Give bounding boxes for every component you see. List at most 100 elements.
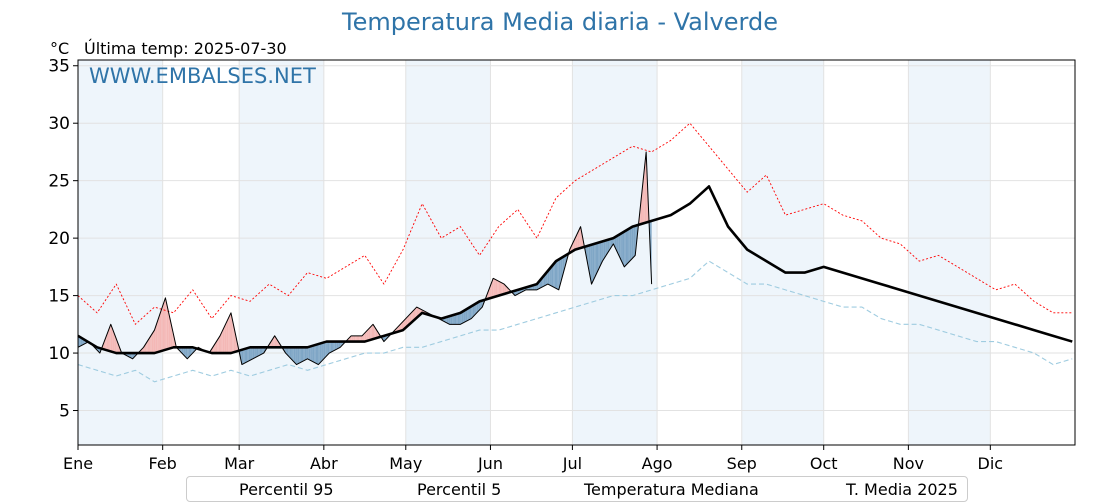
fill-above-median	[159, 309, 162, 352]
fill-above-median	[415, 307, 417, 319]
watermark: WWW.EMBALSES.NET	[89, 64, 316, 88]
fill-below-median	[79, 336, 81, 347]
fill-above-median	[505, 285, 507, 294]
fill-below-median	[185, 347, 188, 359]
fill-above-median	[147, 338, 150, 354]
fill-below-median	[308, 346, 311, 361]
fill-below-median	[627, 229, 629, 264]
y-axis: 5 10 15 20 25 30 35	[48, 57, 78, 422]
fill-above-median	[360, 335, 363, 342]
fill-below-median	[307, 346, 309, 360]
fill-above-median	[580, 226, 582, 248]
fill-below-median	[463, 310, 465, 323]
fill-above-median	[220, 332, 222, 354]
fill-above-median	[221, 330, 223, 354]
fill-below-median	[292, 347, 294, 362]
fill-above-median	[168, 310, 170, 349]
fill-above-median	[371, 324, 374, 340]
fill-below-median	[259, 347, 262, 356]
fill-below-median	[590, 244, 592, 285]
fill-above-median	[577, 229, 580, 249]
fill-above-median	[497, 280, 499, 297]
fill-below-median	[293, 347, 296, 364]
fill-below-median	[592, 243, 595, 282]
fill-below-median	[625, 229, 628, 266]
fill-below-median	[624, 230, 626, 267]
fill-above-median	[367, 328, 369, 341]
fill-below-median	[338, 341, 341, 349]
fill-above-median	[273, 335, 275, 348]
fill-above-median	[117, 342, 119, 354]
fill-above-median	[640, 190, 643, 225]
fill-below-median	[244, 348, 246, 364]
month-band	[405, 60, 491, 445]
fill-below-median	[304, 347, 307, 361]
fill-above-median	[158, 313, 160, 352]
fill-below-median	[617, 234, 619, 256]
fill-below-median	[616, 235, 618, 253]
fill-above-median	[225, 321, 227, 354]
fill-below-median	[254, 347, 256, 359]
fill-above-median	[222, 327, 225, 354]
y-tick-label: 20	[48, 229, 70, 249]
fill-below-median	[243, 348, 245, 364]
fill-above-median	[579, 226, 581, 249]
month-shading	[78, 60, 991, 445]
fill-below-median	[326, 341, 328, 356]
fill-above-median	[229, 312, 231, 354]
fill-above-median	[487, 289, 490, 299]
fill-above-median	[363, 332, 365, 342]
fill-below-median	[602, 241, 604, 262]
fill-above-median	[366, 330, 368, 342]
fill-below-median	[311, 345, 313, 362]
fill-above-median	[352, 335, 354, 342]
fill-below-median	[467, 307, 469, 321]
fill-below-median	[303, 347, 305, 361]
fill-below-median	[620, 233, 622, 262]
deviation-fills	[78, 151, 652, 365]
fill-below-median	[478, 301, 480, 312]
fill-below-median	[622, 231, 625, 267]
fill-below-median	[187, 347, 189, 359]
fill-above-median	[113, 331, 115, 353]
fill-below-median	[322, 342, 324, 361]
fill-below-median	[183, 347, 185, 356]
fill-above-median	[500, 281, 502, 296]
fill-below-median	[327, 341, 330, 355]
fill-above-median	[110, 324, 113, 352]
fill-above-median	[155, 322, 158, 353]
fill-above-median	[491, 278, 494, 298]
x-tick-label: Sep	[727, 454, 757, 473]
fill-above-median	[157, 318, 159, 353]
fill-above-median	[164, 297, 166, 351]
fill-below-median	[480, 300, 483, 309]
fill-below-median	[321, 342, 323, 362]
fill-below-median	[591, 244, 593, 285]
fill-above-median	[493, 278, 495, 298]
fill-below-median	[606, 239, 608, 255]
fill-below-median	[618, 234, 621, 259]
fill-below-median	[319, 343, 322, 364]
legend-label-p5: Percentil 5	[417, 480, 502, 499]
fill-below-median	[632, 226, 634, 259]
fill-above-median	[351, 335, 353, 342]
chart-title: Temperatura Media diaria - Valverde	[342, 8, 778, 36]
fill-above-median	[501, 282, 503, 295]
fill-below-median	[255, 347, 257, 358]
fill-above-median	[150, 334, 152, 354]
fill-below-median	[631, 226, 633, 260]
fill-below-median	[297, 347, 300, 364]
fill-below-median	[189, 347, 192, 356]
last-temp-label: Última temp: 2025-07-30	[84, 39, 287, 58]
x-tick-label: Nov	[893, 454, 924, 473]
fill-below-median	[251, 347, 253, 360]
series-line-2025	[77, 151, 653, 366]
fill-above-median	[411, 311, 413, 323]
fill-above-median	[412, 309, 414, 322]
fill-below-median	[241, 349, 244, 365]
fill-above-median	[217, 337, 219, 354]
fill-below-median	[479, 300, 481, 310]
month-band	[239, 60, 324, 445]
fill-above-median	[644, 151, 647, 223]
